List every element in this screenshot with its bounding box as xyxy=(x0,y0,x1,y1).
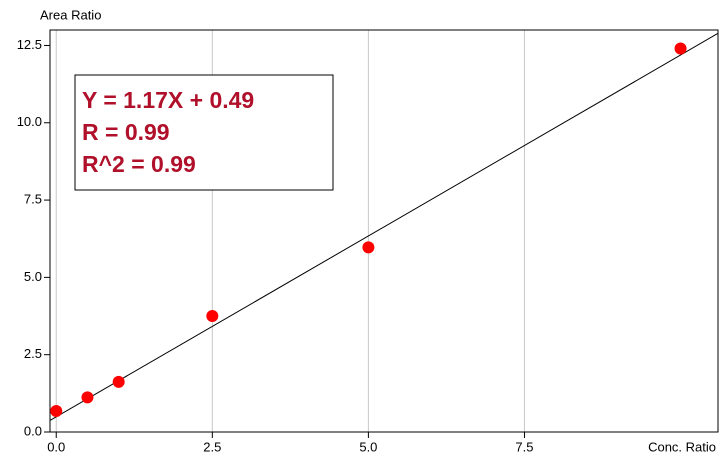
y-tick-label: 10.0 xyxy=(17,114,42,129)
y-tick-label: 12.5 xyxy=(17,37,42,52)
y-axis-label: Area Ratio xyxy=(40,7,101,22)
point xyxy=(206,310,219,323)
annotation-box xyxy=(74,74,334,191)
fit-line xyxy=(50,32,718,421)
x-tick-label: 2.5 xyxy=(203,439,221,454)
x-tick-label: 0.0 xyxy=(47,439,65,454)
point xyxy=(362,241,375,254)
y-tick-label: 7.5 xyxy=(24,192,42,207)
x-axis-label: Conc. Ratio xyxy=(648,439,716,454)
point xyxy=(112,375,125,388)
x-tick-label: 7.5 xyxy=(515,439,533,454)
annotation: R = 0.99 xyxy=(82,119,170,145)
x-tick-label: 5.0 xyxy=(359,439,377,454)
y-tick-label: 5.0 xyxy=(24,269,42,284)
y-tick-label: 2.5 xyxy=(24,346,42,361)
plot-frame xyxy=(49,29,719,433)
annotation: Y = 1.17X + 0.49 xyxy=(82,87,254,113)
y-tick-label: 0.0 xyxy=(24,423,42,438)
point xyxy=(81,391,94,404)
annotation: R^2 = 0.99 xyxy=(82,151,196,177)
point xyxy=(674,42,687,55)
point xyxy=(50,404,63,417)
